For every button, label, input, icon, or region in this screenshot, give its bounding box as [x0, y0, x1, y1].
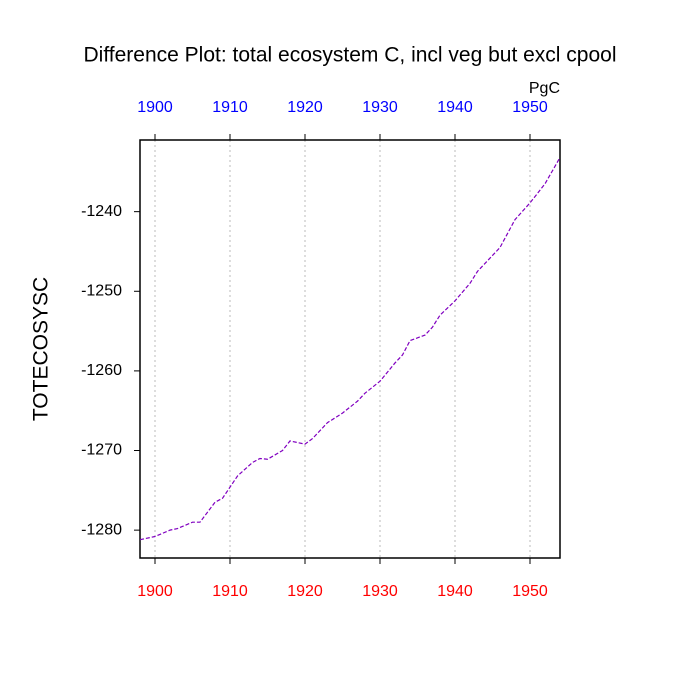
top-tick-label: 1940 [437, 99, 473, 116]
plot-frame [139, 139, 561, 559]
x-tick-label: 1940 [437, 583, 473, 600]
x-tick-label: 1930 [362, 583, 398, 600]
x-tick-label: 1950 [512, 583, 548, 600]
top-tick-label: 1900 [137, 99, 173, 116]
x-tick-label: 1920 [287, 583, 323, 600]
top-tick-label: 1930 [362, 99, 398, 116]
units-label: PgC [529, 80, 560, 97]
y-axis-label: TOTECOSYSC [30, 277, 53, 421]
top-tick-label: 1920 [287, 99, 323, 116]
y-tick-label: -1240 [81, 203, 122, 220]
chart-title: Difference Plot: total ecosystem C, incl… [83, 44, 616, 67]
y-tick-label: -1270 [81, 442, 122, 459]
y-tick-label: -1250 [81, 282, 122, 299]
data-line [139, 157, 561, 541]
top-tick-label: 1950 [512, 99, 548, 116]
y-tick-label: -1260 [81, 362, 122, 379]
x-tick-label: 1900 [137, 583, 173, 600]
top-tick-label: 1910 [212, 99, 248, 116]
y-tick-label: -1280 [81, 521, 122, 538]
x-tick-label: 1910 [212, 583, 248, 600]
